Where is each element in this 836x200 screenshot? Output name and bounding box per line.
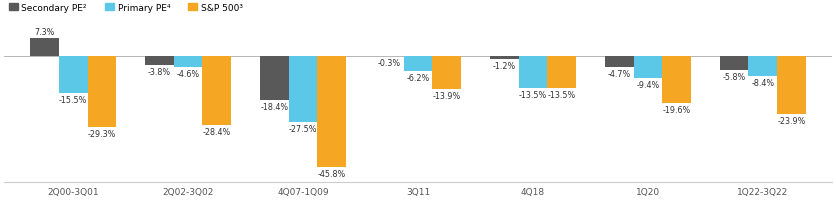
Bar (404, 56, 432, 71)
Bar (30, 39, 59, 56)
Text: -23.9%: -23.9% (777, 116, 806, 125)
Legend: Secondary PE², Primary PE⁴, S&P 500³: Secondary PE², Primary PE⁴, S&P 500³ (8, 4, 242, 13)
Bar (145, 56, 174, 66)
Text: -13.5%: -13.5% (548, 91, 576, 100)
Bar (662, 56, 691, 104)
Text: 7.3%: 7.3% (34, 28, 54, 37)
Bar (604, 56, 634, 68)
Bar (748, 56, 777, 77)
Text: -5.8%: -5.8% (722, 72, 746, 81)
Text: -45.8%: -45.8% (318, 169, 346, 178)
Text: -15.5%: -15.5% (59, 96, 87, 105)
Bar (777, 56, 806, 114)
Text: -19.6%: -19.6% (662, 106, 691, 115)
Bar (720, 56, 748, 70)
Bar (174, 56, 202, 67)
Bar (490, 56, 518, 59)
Text: -1.2%: -1.2% (492, 61, 516, 70)
Bar (375, 56, 404, 57)
Text: -18.4%: -18.4% (260, 103, 288, 112)
Text: -6.2%: -6.2% (406, 73, 430, 82)
Bar (59, 56, 88, 94)
Text: -13.5%: -13.5% (519, 91, 547, 100)
Bar (88, 56, 116, 127)
Text: -13.9%: -13.9% (432, 92, 461, 101)
Bar (518, 56, 548, 89)
Bar (202, 56, 232, 125)
Text: -9.4%: -9.4% (636, 81, 660, 90)
Bar (318, 56, 346, 167)
Text: -3.8%: -3.8% (148, 67, 171, 76)
Text: -0.3%: -0.3% (378, 59, 400, 68)
Text: -29.3%: -29.3% (88, 129, 116, 138)
Bar (260, 56, 288, 101)
Bar (634, 56, 662, 79)
Bar (548, 56, 576, 89)
Bar (432, 56, 461, 90)
Bar (288, 56, 318, 123)
Text: -28.4%: -28.4% (202, 127, 231, 136)
Text: -27.5%: -27.5% (288, 125, 318, 134)
Text: -4.6%: -4.6% (176, 69, 200, 78)
Text: -8.4%: -8.4% (752, 79, 774, 88)
Text: -4.7%: -4.7% (608, 70, 631, 79)
